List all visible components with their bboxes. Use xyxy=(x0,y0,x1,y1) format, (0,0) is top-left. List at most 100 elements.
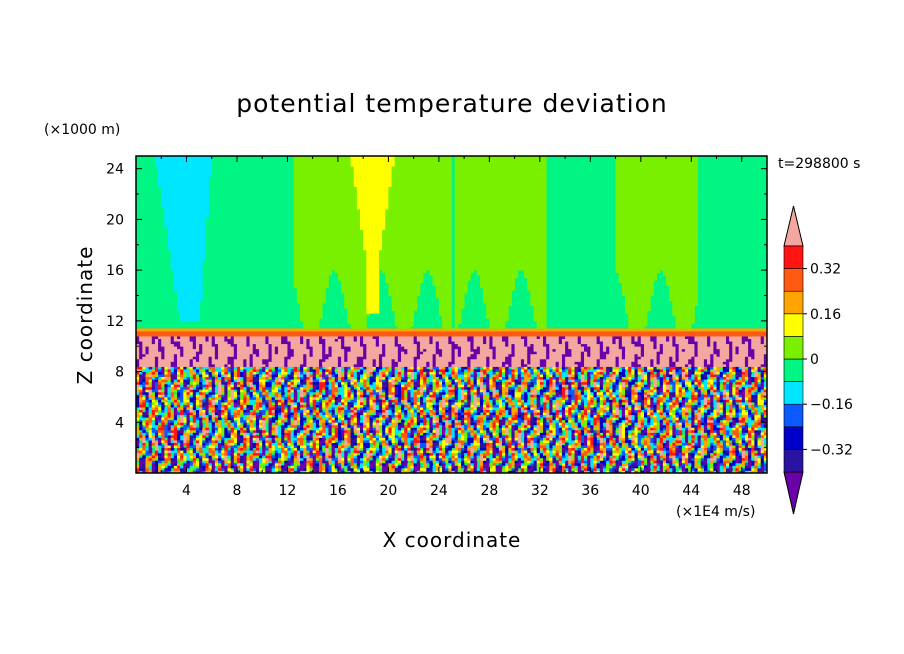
field-cell xyxy=(571,445,575,449)
field-cell xyxy=(722,465,727,469)
field-cell xyxy=(360,442,364,446)
field-cell xyxy=(754,460,758,464)
field-cell xyxy=(385,414,389,418)
field-cell xyxy=(344,455,348,459)
field-cell xyxy=(618,437,623,441)
field-cell xyxy=(681,455,686,459)
field-cell xyxy=(246,419,250,423)
field-cell xyxy=(732,414,736,418)
field-cell xyxy=(464,452,468,456)
field-cell xyxy=(527,419,531,423)
field-cell xyxy=(656,470,661,473)
field-cell xyxy=(183,455,187,459)
field-cell xyxy=(501,409,506,413)
field-cell xyxy=(315,424,320,428)
field-cell xyxy=(429,452,433,456)
field-cell xyxy=(360,437,364,441)
field-cell xyxy=(360,419,364,423)
field-cell xyxy=(391,457,396,461)
field-cell xyxy=(186,465,191,469)
field-cell xyxy=(584,434,588,438)
field-cell xyxy=(675,419,680,423)
field-cell xyxy=(306,452,310,456)
field-cell xyxy=(341,422,345,426)
field-cell xyxy=(489,417,493,421)
field-cell xyxy=(580,445,585,449)
field-cell xyxy=(284,470,288,473)
field-cell xyxy=(148,404,153,408)
field-cell xyxy=(744,437,749,441)
field-cell xyxy=(643,457,648,461)
field-cell xyxy=(454,445,459,449)
field-cell xyxy=(284,465,288,469)
field-cell xyxy=(539,414,544,418)
field-cell xyxy=(612,404,616,408)
field-cell xyxy=(688,440,692,443)
field-cell xyxy=(259,452,263,456)
field-cell xyxy=(378,404,383,408)
field-cell xyxy=(533,424,538,428)
field-cell xyxy=(647,424,651,428)
field-cell xyxy=(407,424,411,428)
field-cell xyxy=(180,467,184,471)
field-cell xyxy=(243,465,247,469)
field-cell xyxy=(618,447,623,451)
field-cell xyxy=(306,434,310,438)
field-cell xyxy=(565,452,569,456)
field-cell xyxy=(423,414,427,418)
field-cell xyxy=(748,460,752,464)
field-cell xyxy=(192,422,197,426)
field-cell xyxy=(703,434,708,438)
field-cell xyxy=(300,447,304,451)
field-cell xyxy=(407,437,411,441)
field-cell xyxy=(754,404,758,408)
field-cell xyxy=(318,414,323,418)
field-cell xyxy=(151,432,156,436)
field-cell xyxy=(249,445,254,449)
field-cell xyxy=(757,417,762,421)
field-cell xyxy=(435,432,440,436)
field-cell xyxy=(416,465,421,469)
field-cell xyxy=(268,432,273,436)
field-cell xyxy=(271,429,276,433)
field-cell xyxy=(517,437,522,441)
field-cell xyxy=(312,412,317,416)
field-cell xyxy=(372,470,377,473)
field-cell xyxy=(464,457,468,461)
field-cell xyxy=(142,455,146,459)
field-cell xyxy=(722,412,727,416)
field-cell xyxy=(621,470,626,473)
field-cell xyxy=(177,412,181,416)
field-cell xyxy=(331,429,336,433)
field-cell xyxy=(397,409,402,413)
field-cell xyxy=(697,445,702,449)
field-cell xyxy=(700,442,705,446)
field-cell xyxy=(505,427,509,431)
field-cell xyxy=(675,424,680,428)
field-cell xyxy=(306,424,310,428)
field-cell xyxy=(312,422,317,426)
field-cell xyxy=(754,414,758,418)
field-cell xyxy=(568,440,572,443)
field-cell xyxy=(748,447,752,451)
field-cell xyxy=(268,407,273,410)
field-cell xyxy=(407,427,411,431)
field-cell xyxy=(470,440,474,443)
field-cell xyxy=(691,424,695,428)
field-cell xyxy=(634,457,639,461)
field-cell xyxy=(574,442,579,446)
field-cell xyxy=(707,447,711,451)
field-cell xyxy=(760,450,765,454)
field-cell xyxy=(451,417,456,421)
field-cell xyxy=(757,465,762,469)
field-cell xyxy=(697,447,702,451)
field-cell xyxy=(552,452,557,456)
field-cell xyxy=(385,455,389,459)
field-cell xyxy=(489,414,493,418)
field-cell xyxy=(303,414,307,418)
field-cell xyxy=(318,465,323,469)
field-cell xyxy=(741,432,746,436)
field-cell xyxy=(177,407,181,410)
field-cell xyxy=(754,429,758,433)
field-cell xyxy=(303,404,307,408)
